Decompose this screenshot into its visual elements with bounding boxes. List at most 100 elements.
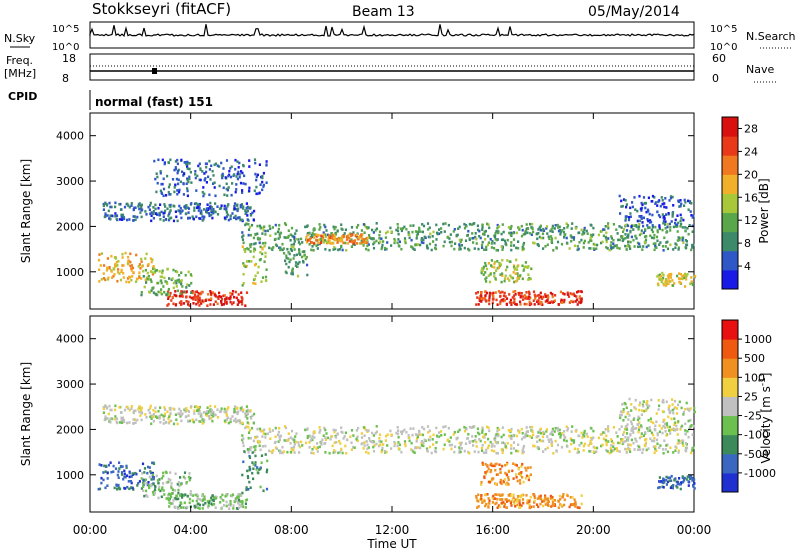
freq-tick-bottom: 8 (62, 72, 69, 85)
power-echo-cell (549, 229, 552, 233)
time-axis-tick-label: 16:00 (475, 523, 510, 537)
velocity-echo-cell (667, 408, 670, 411)
power-echo-cell (686, 227, 689, 230)
power-echo-cell (328, 234, 331, 237)
velocity-echo-cell (510, 444, 513, 447)
power-echo-cell (304, 257, 307, 261)
velocity-echo-cell (493, 449, 496, 453)
velocity-echo-cell (553, 430, 556, 433)
power-echo-cell (509, 298, 512, 302)
power-echo-cell (300, 255, 304, 259)
power-echo-cell (583, 228, 586, 232)
velocity-echo-cell (366, 443, 369, 447)
power-echo-cell (544, 295, 548, 298)
power-echo-cell (217, 297, 220, 300)
power-echo-cell (235, 175, 238, 178)
power-echo-cell (474, 235, 477, 239)
velocity-echo-cell (553, 499, 556, 502)
power-echo-cell (352, 242, 355, 245)
velocity-echo-cell (542, 450, 545, 453)
velocity-echo-cell (500, 435, 503, 439)
power-echo-cell (235, 296, 238, 300)
power-echo-cell (259, 226, 262, 229)
velocity-echo-cell (154, 410, 157, 414)
velocity-echo-cell (483, 475, 486, 478)
velocity-echo-cell (503, 442, 507, 446)
velocity-echo-cell (152, 493, 155, 496)
velocity-echo-cell (151, 471, 154, 475)
velocity-echo-cell (306, 436, 309, 440)
velocity-echo-cell (642, 400, 645, 403)
power-echo-cell (515, 303, 518, 306)
velocity-echo-cell (682, 439, 685, 443)
velocity-echo-cell (323, 442, 326, 445)
velocity-echo-cell (116, 473, 119, 477)
velocity-echo-cell (120, 473, 124, 476)
power-echo-cell (308, 243, 311, 246)
velocity-echo-cell (243, 450, 246, 453)
velocity-echo-cell (685, 449, 688, 453)
power-echo-cell (329, 234, 332, 238)
velocity-echo-cell (157, 409, 160, 413)
velocity-echo-cell (278, 426, 281, 430)
velocity-echo-cell (576, 451, 579, 455)
power-echo-cell (501, 248, 504, 251)
power-echo-cell (506, 277, 509, 280)
power-echo-cell (506, 265, 509, 269)
velocity-echo-cell (413, 451, 416, 454)
velocity-echo-cell (121, 465, 124, 468)
power-echo-cell (160, 191, 163, 194)
power-echo-cell (118, 218, 122, 221)
power-echo-cell (662, 221, 665, 225)
power-echo-cell (628, 216, 631, 219)
power-echo-cell (213, 186, 216, 189)
power-echo-cell (241, 189, 244, 192)
velocity-echo-cell (570, 430, 573, 433)
velocity-echo-cell (538, 438, 541, 442)
power-echo-cell (587, 241, 590, 244)
velocity-echo-cell (477, 431, 480, 435)
power-echo-cell (187, 216, 190, 220)
power-echo-cell (460, 244, 463, 247)
velocity-echo-cell (632, 441, 635, 445)
power-echo-cell (177, 278, 180, 282)
velocity-echo-cell (120, 471, 124, 474)
velocity-echo-cell (236, 407, 239, 410)
velocity-echo-cell (505, 446, 508, 450)
power-echo-cell (379, 240, 382, 243)
velocity-echo-cell (174, 413, 177, 416)
power-echo-cell (222, 186, 225, 190)
velocity-echo-cell (274, 435, 277, 439)
nsky-trace (89, 24, 695, 37)
power-echo-cell (649, 219, 652, 222)
power-echo-cell (131, 266, 135, 270)
power-echo-cell (612, 238, 615, 242)
power-echo-cell (102, 277, 106, 280)
power-echo-cell (576, 248, 579, 252)
power-echo-cell (467, 229, 470, 233)
power-colorbar-label: 4 (744, 260, 751, 273)
power-echo-cell (187, 207, 191, 210)
power-echo-cell (669, 195, 673, 198)
power-echo-cell (631, 205, 634, 209)
velocity-echo-cell (382, 443, 385, 446)
velocity-echo-cell (205, 410, 208, 413)
velocity-echo-cell (559, 503, 562, 506)
power-echo-cell (160, 210, 163, 214)
velocity-echo-cell (627, 418, 630, 421)
power-echo-cell (299, 253, 302, 256)
power-echo-cell (253, 158, 257, 161)
power-echo-cell (201, 191, 204, 194)
power-echo-cell (282, 247, 285, 250)
power-echo-cell (138, 263, 141, 266)
velocity-echo-cell (178, 484, 181, 488)
velocity-echo-cell (569, 437, 572, 440)
velocity-echo-cell (495, 441, 498, 445)
power-echo-cell (162, 177, 165, 181)
velocity-echo-cell (133, 409, 136, 413)
velocity-echo-cell (671, 486, 674, 490)
power-echo-cell (139, 211, 142, 214)
velocity-echo-cell (637, 430, 640, 434)
power-echo-cell (337, 248, 340, 252)
power-echo-cell (233, 207, 236, 210)
